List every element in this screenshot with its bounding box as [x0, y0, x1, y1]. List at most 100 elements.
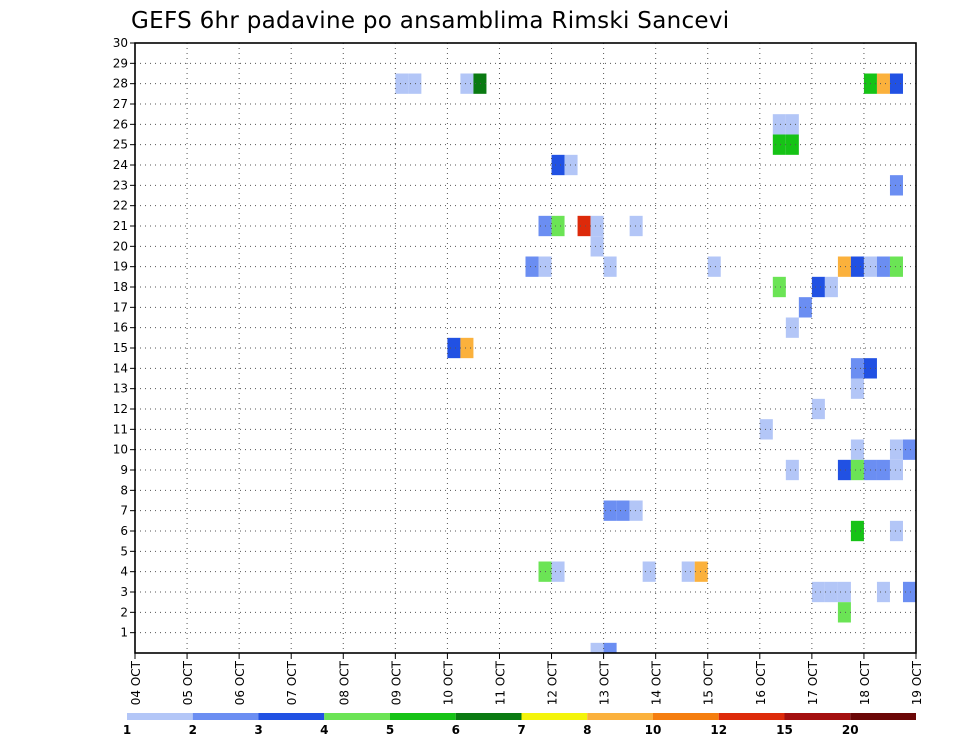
heatmap-cell [824, 276, 838, 298]
y-tick-label: 13 [113, 382, 128, 396]
colorbar-swatch [192, 713, 259, 720]
heatmap-cell [876, 73, 890, 94]
heatmap-cell [889, 439, 903, 460]
axis-layer: 1234567891011121314151617181920212223242… [113, 36, 924, 705]
y-tick-label: 5 [120, 544, 128, 558]
y-tick-label: 27 [113, 97, 128, 111]
colorbar: 1 2 3 4 5 6 7 8 10 12 15 20 [123, 713, 916, 737]
heatmap-cell [785, 114, 799, 135]
heatmap-cell [902, 581, 916, 603]
colorbar-swatch [850, 713, 916, 720]
colorbar-label: 2 [189, 723, 197, 737]
heatmap-cell [876, 256, 890, 277]
heatmap-cell [629, 500, 643, 521]
colorbar-swatch [587, 713, 653, 720]
y-tick-label: 4 [120, 565, 128, 579]
heatmap-cell [590, 236, 604, 257]
x-tick-label: 16 OCT [754, 660, 768, 705]
colorbar-swatch [784, 713, 851, 720]
y-tick-label: 7 [120, 504, 128, 518]
heatmap-cell [460, 337, 474, 359]
colorbar-label: 6 [452, 723, 460, 737]
y-tick-label: 23 [113, 178, 128, 192]
x-tick-label: 07 OCT [285, 660, 299, 705]
x-tick-label: 09 OCT [389, 660, 403, 705]
y-tick-label: 24 [113, 158, 128, 172]
colorbar-label: 8 [583, 723, 591, 737]
heatmap-cell [590, 215, 604, 237]
heatmap-cell [473, 73, 487, 94]
y-tick-label: 17 [113, 300, 128, 314]
x-tick-label: 18 OCT [858, 660, 872, 705]
colorbar-swatch [127, 713, 193, 720]
heatmap-cell [785, 134, 799, 155]
heatmap-cell [889, 520, 903, 542]
colorbar-swatch [521, 713, 588, 720]
x-tick-label: 06 OCT [233, 660, 247, 705]
heatmap-cell [408, 73, 422, 94]
heatmap-cell [772, 134, 786, 155]
y-tick-label: 3 [120, 585, 128, 599]
y-tick-label: 16 [113, 321, 128, 335]
y-tick-label: 10 [113, 443, 128, 457]
grid-layer [135, 43, 916, 653]
colorbar-label: 15 [776, 723, 793, 737]
colorbar-swatch [258, 713, 325, 720]
chart-title: GEFS 6hr padavine po ansamblima Rimski S… [131, 8, 729, 34]
heatmap-cell [902, 439, 916, 460]
heatmap-cell [603, 642, 617, 653]
heatmap-cell [889, 256, 903, 277]
heatmap-cell [525, 256, 539, 277]
y-tick-label: 26 [113, 117, 128, 131]
heatmap-cell [811, 398, 825, 420]
heatmap-cell [850, 459, 864, 481]
colorbar-swatch [455, 713, 522, 720]
heatmap-cell [447, 337, 461, 359]
colorbar-label: 5 [386, 723, 394, 737]
y-tick-label: 28 [113, 77, 128, 91]
heatmap-cell [564, 154, 578, 176]
heatmap-cell [889, 175, 903, 196]
colorbar-label: 4 [320, 723, 328, 737]
colorbar-label: 20 [842, 723, 859, 737]
x-tick-label: 05 OCT [181, 660, 195, 705]
colorbar-label: 10 [645, 723, 662, 737]
y-tick-label: 21 [113, 219, 128, 233]
colorbar-swatch [653, 713, 719, 720]
y-tick-label: 6 [120, 524, 128, 538]
heatmap-cell [837, 256, 851, 277]
colorbar-label: 1 [123, 723, 131, 737]
colorbar-label: 3 [254, 723, 262, 737]
heatmap-cell [694, 561, 708, 582]
heatmap-cell [681, 561, 695, 582]
heatmap-cell [876, 459, 890, 481]
heatmap-cell [850, 358, 864, 379]
heatmap-cell [551, 154, 565, 176]
x-tick-label: 14 OCT [650, 660, 664, 705]
x-tick-label: 13 OCT [598, 660, 612, 705]
heatmap-cell [785, 317, 799, 338]
heatmap-cell [824, 581, 838, 603]
y-tick-label: 2 [120, 605, 128, 619]
heatmap-cell [590, 642, 604, 653]
heatmap-cell [837, 602, 851, 623]
y-tick-label: 22 [113, 199, 128, 213]
heatmap-cell [850, 256, 864, 277]
colorbar-label: 12 [710, 723, 727, 737]
heatmap-cell [785, 459, 799, 481]
heatmap-cell [616, 500, 630, 521]
heatmap-cell [772, 276, 786, 298]
x-tick-label: 15 OCT [702, 660, 716, 705]
colorbar-swatch [718, 713, 785, 720]
heatmap-cell [850, 378, 864, 399]
colorbar-swatch [390, 713, 456, 720]
heatmap-cell [707, 256, 721, 277]
y-tick-label: 29 [113, 56, 128, 70]
heatmap-cell [876, 581, 890, 603]
heatmap-cell [811, 276, 825, 298]
heatmap-cell [395, 73, 409, 94]
x-tick-label: 12 OCT [546, 660, 560, 705]
colorbar-label: 7 [517, 723, 525, 737]
heatmap-cell [811, 581, 825, 603]
